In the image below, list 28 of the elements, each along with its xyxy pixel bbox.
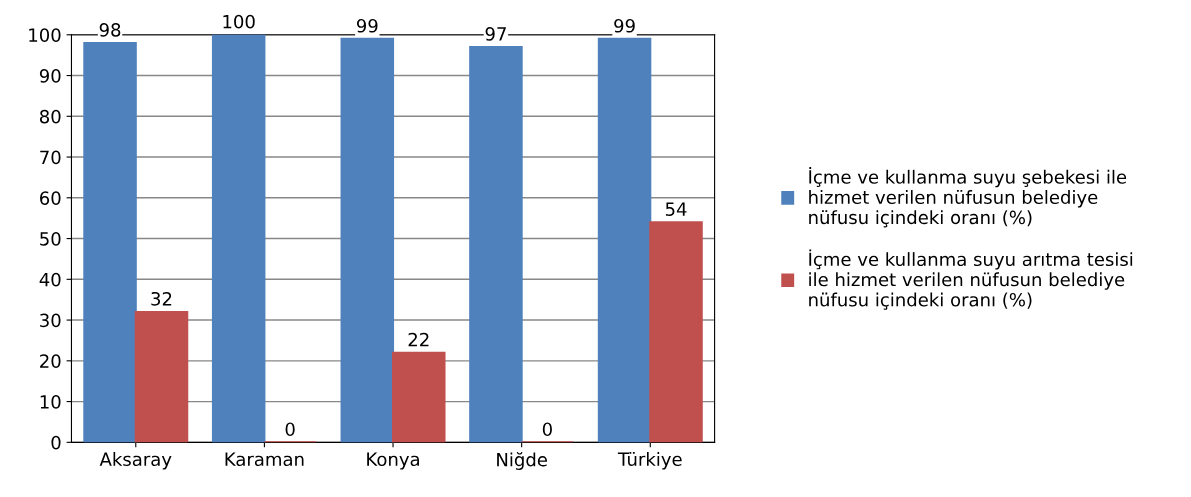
y-tick-label: 40 xyxy=(39,272,61,287)
data-label: 0 xyxy=(285,422,295,437)
x-tick-label: Aksaray xyxy=(99,452,172,470)
y-tick-label: 90 xyxy=(39,69,61,83)
data-label: 54 xyxy=(665,202,687,216)
y-tick-label: 30 xyxy=(40,313,61,328)
legend-label: İçme ve kullanma suyu şebekesi ile hizmet verilen nüfusun belediye nüfusu içindeki oranı (%) xyxy=(809,167,1127,228)
x-tick-label: Konya xyxy=(367,452,419,470)
data-label: 99 xyxy=(614,18,635,33)
data-label: 98 xyxy=(99,23,121,37)
y-tick-label: 70 xyxy=(40,150,61,165)
y-tick-label: 0 xyxy=(51,435,61,450)
data-label: 0 xyxy=(542,422,552,437)
y-tick-label: 50 xyxy=(40,232,61,246)
x-tick-label: Niğde xyxy=(497,452,547,470)
data-label: 99 xyxy=(356,18,378,33)
legend-label: İçme ve kullanma suyu arıtma tesisi ile hizmet verilen nüfusun belediye nüfusu içindeki oranı (%) xyxy=(809,249,1133,310)
y-tick-label: 60 xyxy=(40,191,61,205)
y-tick-label: 100 xyxy=(29,28,61,42)
y-tick-label: 20 xyxy=(40,354,61,368)
y-tick-label: 80 xyxy=(39,109,61,124)
data-label: 100 xyxy=(223,14,255,29)
data-label: 22 xyxy=(408,332,429,347)
data-label: 97 xyxy=(485,27,506,41)
x-tick-label: Karaman xyxy=(225,452,304,467)
x-tick-label: Türkiye xyxy=(617,452,682,470)
y-tick-label: 10 xyxy=(40,395,61,409)
data-label: 32 xyxy=(151,291,172,306)
